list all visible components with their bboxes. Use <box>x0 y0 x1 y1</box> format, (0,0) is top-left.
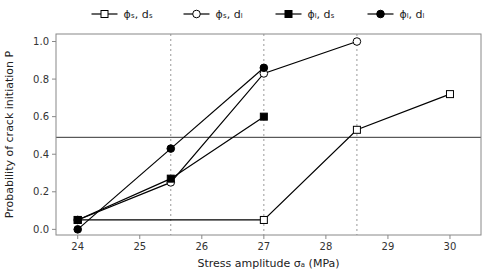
y-tick-label: 0.8 <box>33 74 49 85</box>
vertical-line <box>356 34 357 235</box>
series-line <box>78 68 264 230</box>
y-tick <box>52 191 56 192</box>
plot-frame <box>56 34 481 235</box>
horizontal-line <box>56 137 481 138</box>
x-tick <box>77 235 78 239</box>
x-tick-label: 26 <box>195 241 208 252</box>
x-tick <box>449 235 450 239</box>
legend-label: ϕₛ, dₛ <box>124 8 153 21</box>
chart: 24 25 26 27 28 29 30 0.0 0.2 0.4 0.6 0.8 1.0 Stress a… <box>0 0 495 275</box>
x-tick <box>139 235 140 239</box>
legend-marker <box>285 11 292 18</box>
legend-item: ϕₛ, dₛ <box>92 8 153 21</box>
legend-item: ϕₛ, dₗ <box>184 8 243 21</box>
x-tick-label: 29 <box>382 241 395 252</box>
y-axis-label: Probability of crack initiation P <box>3 50 16 218</box>
x-tick-label: 25 <box>133 241 146 252</box>
reference-lines <box>56 34 481 235</box>
x-tick-label: 30 <box>444 241 457 252</box>
x-axis-label: Stress amplitude σₐ (MPa) <box>197 257 339 270</box>
series-line <box>78 94 450 220</box>
y-tick <box>52 229 56 230</box>
x-tick <box>201 235 202 239</box>
y-tick <box>52 79 56 80</box>
point <box>167 175 174 182</box>
point <box>74 216 82 224</box>
legend-item: ϕₗ, dₗ <box>368 8 425 21</box>
y-tick-label: 1.0 <box>33 36 49 47</box>
x-tick-label: 24 <box>71 241 84 252</box>
legend-marker <box>377 10 385 18</box>
point <box>353 38 361 46</box>
point <box>446 91 453 98</box>
legend: ϕₛ, dₛ ϕₛ, dₗ ϕₗ, dₛ ϕₗ, dₗ <box>92 8 425 21</box>
legend-marker <box>193 10 201 18</box>
point <box>74 216 81 223</box>
x-tick <box>387 235 388 239</box>
x-tick-label: 28 <box>320 241 333 252</box>
y-tick-label: 0.0 <box>33 224 49 235</box>
x-tick <box>263 235 264 239</box>
point <box>353 126 360 133</box>
x-tick-label: 27 <box>257 241 270 252</box>
point <box>260 64 268 72</box>
legend-label: ϕₗ, dₗ <box>400 8 425 21</box>
legend-item: ϕₗ, dₛ <box>276 8 335 21</box>
point <box>260 216 267 223</box>
data <box>74 38 454 233</box>
y-tick <box>52 41 56 42</box>
legend-marker <box>101 11 108 18</box>
point <box>167 145 175 153</box>
y-tick-label: 0.4 <box>33 149 49 160</box>
legend-label: ϕₛ, dₗ <box>216 8 243 21</box>
y-tick <box>52 154 56 155</box>
x-tick <box>325 235 326 239</box>
point <box>74 216 81 223</box>
point <box>260 113 267 120</box>
y-tick <box>52 116 56 117</box>
y-tick-label: 0.6 <box>33 111 49 122</box>
vertical-line <box>170 34 171 235</box>
point <box>74 226 82 234</box>
y-tick-label: 0.2 <box>33 186 49 197</box>
legend-label: ϕₗ, dₛ <box>308 8 335 21</box>
